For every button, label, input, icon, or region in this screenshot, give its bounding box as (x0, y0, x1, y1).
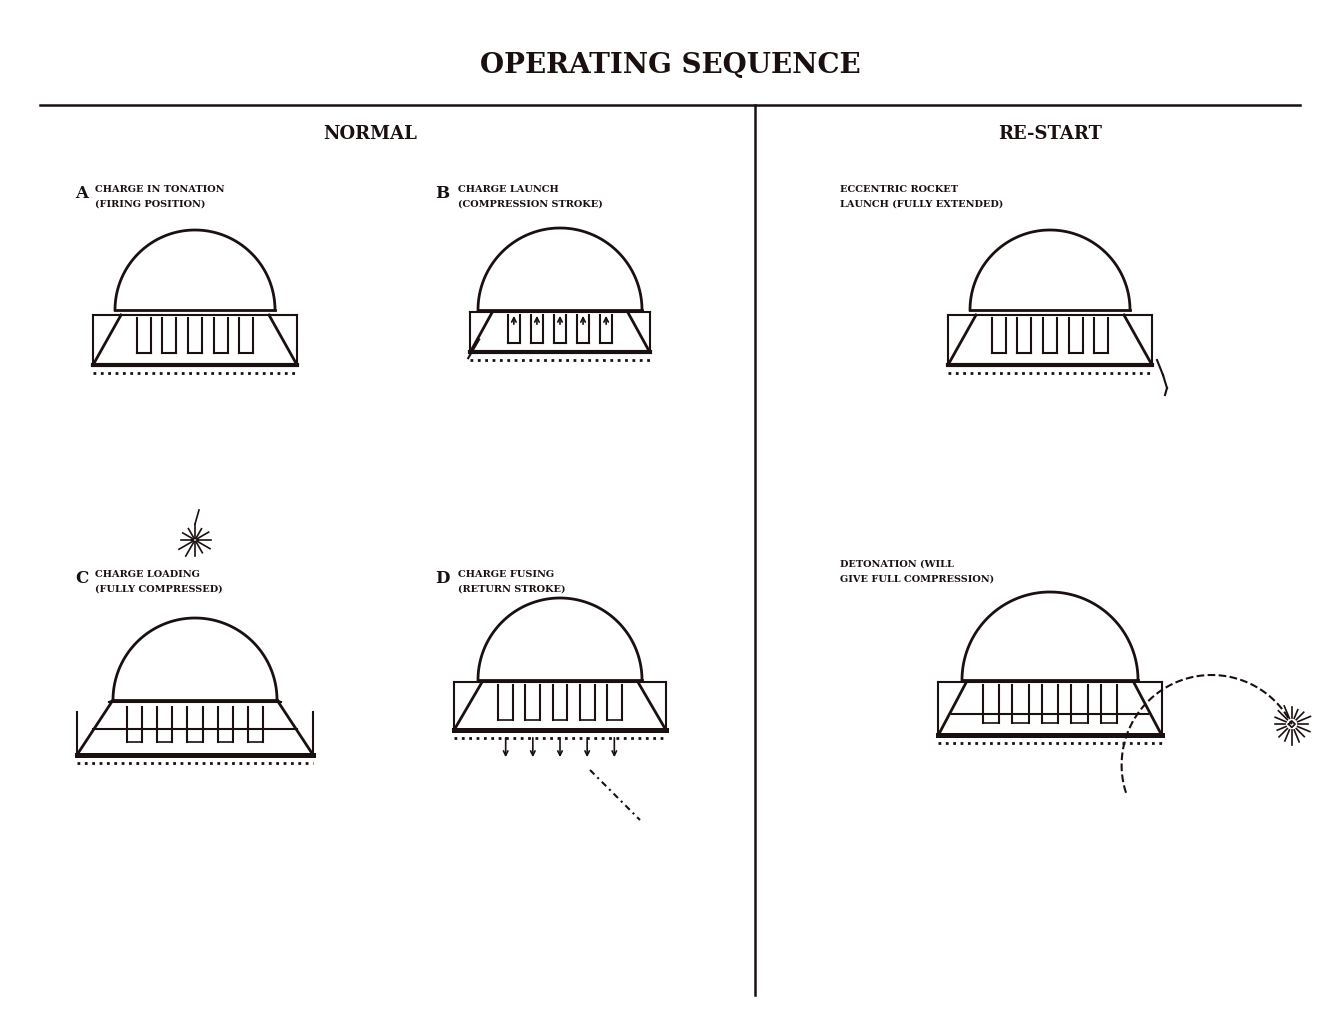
Text: A: A (75, 185, 88, 202)
Text: GIVE FULL COMPRESSION): GIVE FULL COMPRESSION) (840, 576, 994, 584)
Text: CHARGE FUSING: CHARGE FUSING (458, 570, 554, 579)
Text: RE-START: RE-START (998, 125, 1102, 143)
Text: (FULLY COMPRESSED): (FULLY COMPRESSED) (95, 585, 222, 594)
Text: C: C (75, 570, 88, 587)
Text: CHARGE IN TONATION: CHARGE IN TONATION (95, 185, 225, 194)
Text: D: D (435, 570, 450, 587)
Text: (COMPRESSION STROKE): (COMPRESSION STROKE) (458, 200, 603, 209)
Text: NORMAL: NORMAL (323, 125, 416, 143)
Text: LAUNCH (FULLY EXTENDED): LAUNCH (FULLY EXTENDED) (840, 200, 1003, 209)
Text: OPERATING SEQUENCE: OPERATING SEQUENCE (479, 52, 861, 79)
Text: CHARGE LAUNCH: CHARGE LAUNCH (458, 185, 558, 194)
Text: DETONATION (WILL: DETONATION (WILL (840, 560, 953, 569)
Text: CHARGE LOADING: CHARGE LOADING (95, 570, 200, 579)
Text: B: B (435, 185, 449, 202)
Text: (FIRING POSITION): (FIRING POSITION) (95, 200, 205, 209)
Text: (RETURN STROKE): (RETURN STROKE) (458, 585, 565, 594)
Text: ECCENTRIC ROCKET: ECCENTRIC ROCKET (840, 185, 957, 194)
